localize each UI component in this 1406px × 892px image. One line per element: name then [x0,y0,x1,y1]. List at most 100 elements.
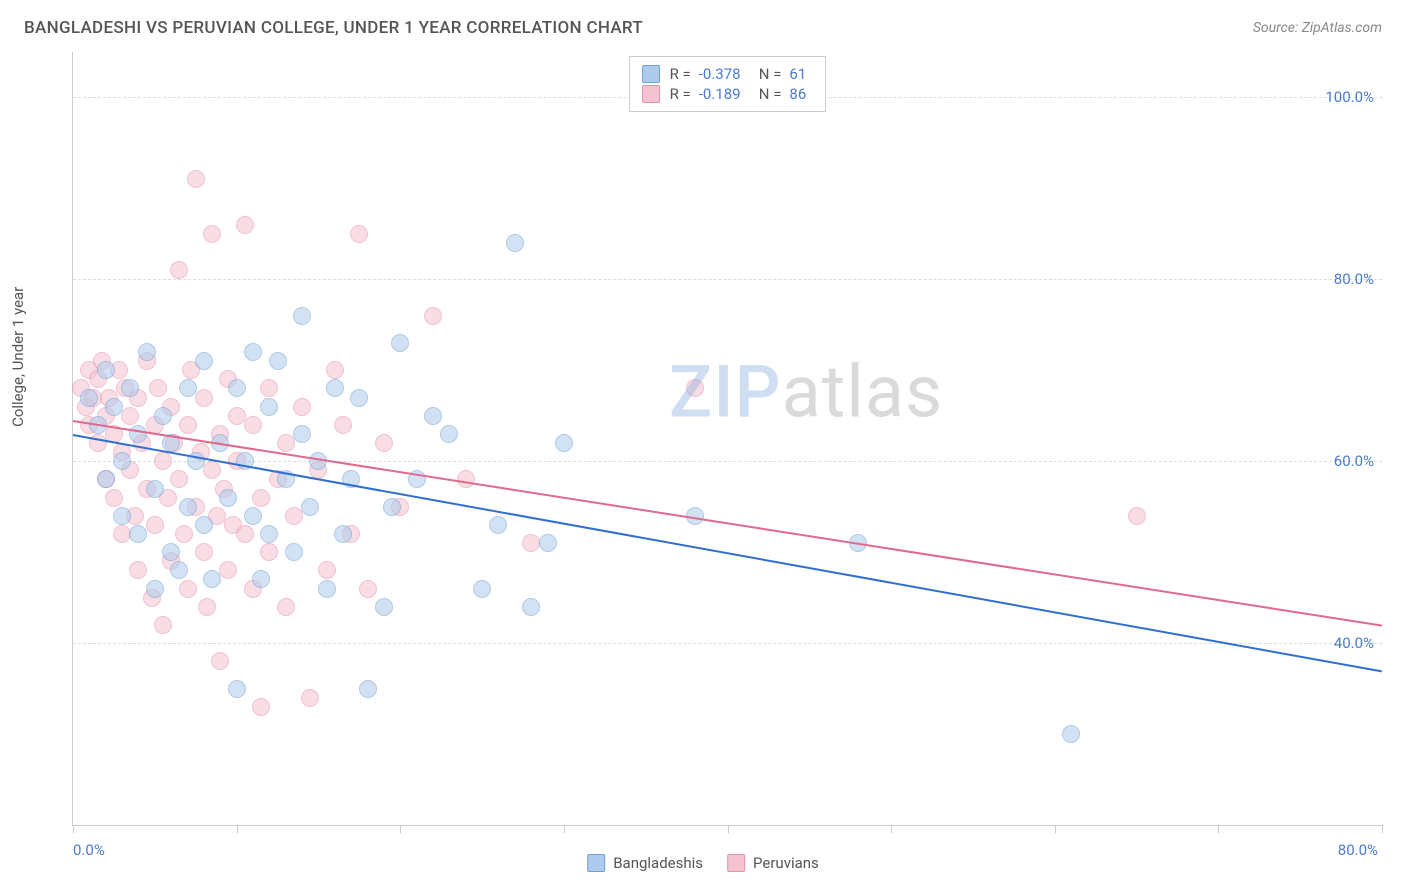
data-point [175,525,193,543]
data-point [301,498,319,516]
data-point [154,452,172,470]
data-point [105,489,123,507]
data-point [203,461,221,479]
data-point [318,561,336,579]
data-point [252,570,270,588]
data-point [80,389,98,407]
data-point [244,343,262,361]
x-tick-mark [400,825,401,833]
data-point [326,361,344,379]
x-tick-label: 0.0% [73,841,105,859]
data-point [359,680,377,698]
data-point [359,580,377,598]
data-point [129,561,147,579]
data-point [252,489,270,507]
data-point [149,379,167,397]
x-tick-mark [1218,825,1219,833]
data-point [383,498,401,516]
stats-legend: R =-0.378N =61R =-0.189N =86 [629,56,827,112]
data-point [375,434,393,452]
data-point [179,416,197,434]
data-point [506,234,524,252]
data-point [138,343,156,361]
data-point [195,543,213,561]
x-tick-mark [891,825,892,833]
data-point [113,507,131,525]
data-point [228,379,246,397]
data-point [555,434,573,452]
chart-container: College, Under 1 year ZIPatlas R =-0.378… [24,52,1382,882]
data-point [350,225,368,243]
data-point [260,398,278,416]
data-point [285,543,303,561]
data-point [203,225,221,243]
data-point [489,516,507,534]
data-point [334,525,352,543]
data-point [195,389,213,407]
y-tick-label: 60.0% [1334,452,1374,470]
data-point [244,507,262,525]
data-point [105,398,123,416]
data-point [179,379,197,397]
data-point [252,698,270,716]
data-point [326,379,344,397]
legend-label: Peruvians [753,854,819,872]
legend-swatch [587,854,605,872]
data-point [293,398,311,416]
data-point [146,516,164,534]
data-point [170,561,188,579]
data-point [146,580,164,598]
data-point [236,525,254,543]
chart-header: BANGLADESHI VS PERUVIAN COLLEGE, UNDER 1… [0,0,1406,46]
x-tick-mark [564,825,565,833]
data-point [113,525,131,543]
data-point [424,407,442,425]
legend-item: Peruvians [727,854,819,872]
data-point [129,425,147,443]
data-point [170,261,188,279]
data-point [219,561,237,579]
stat-label: N = [759,65,782,83]
data-point [391,334,409,352]
data-point [1062,725,1080,743]
data-point [522,534,540,552]
data-point [260,379,278,397]
data-point [375,598,393,616]
data-point [195,352,213,370]
data-point [97,361,115,379]
data-point [334,416,352,434]
x-tick-mark [1382,825,1383,833]
data-point [195,516,213,534]
legend-swatch [642,65,660,83]
trend-line [73,420,1382,627]
data-point [121,379,139,397]
y-tick-label: 40.0% [1334,634,1374,652]
data-point [154,616,172,634]
stat-r-value: -0.189 [699,85,749,103]
data-point [473,580,491,598]
x-tick-label: 80.0% [1338,841,1378,859]
chart-title: BANGLADESHI VS PERUVIAN COLLEGE, UNDER 1… [24,18,643,38]
stat-n-value: 61 [789,65,813,83]
data-point [424,307,442,325]
data-point [350,389,368,407]
legend-item: Bangladeshis [587,854,703,872]
x-tick-mark [728,825,729,833]
stat-label: R = [670,85,691,103]
data-point [1128,507,1146,525]
data-point [686,379,704,397]
data-point [203,570,221,588]
data-point [179,580,197,598]
data-point [162,543,180,561]
data-point [129,525,147,543]
x-tick-mark [1055,825,1056,833]
data-point [244,416,262,434]
plot-area: ZIPatlas R =-0.378N =61R =-0.189N =86 40… [72,52,1382,826]
data-point [260,543,278,561]
data-point [318,580,336,598]
data-point [236,216,254,234]
data-point [260,525,278,543]
gridline [73,279,1382,280]
chart-source: Source: ZipAtlas.com [1253,20,1382,36]
data-point [269,352,287,370]
